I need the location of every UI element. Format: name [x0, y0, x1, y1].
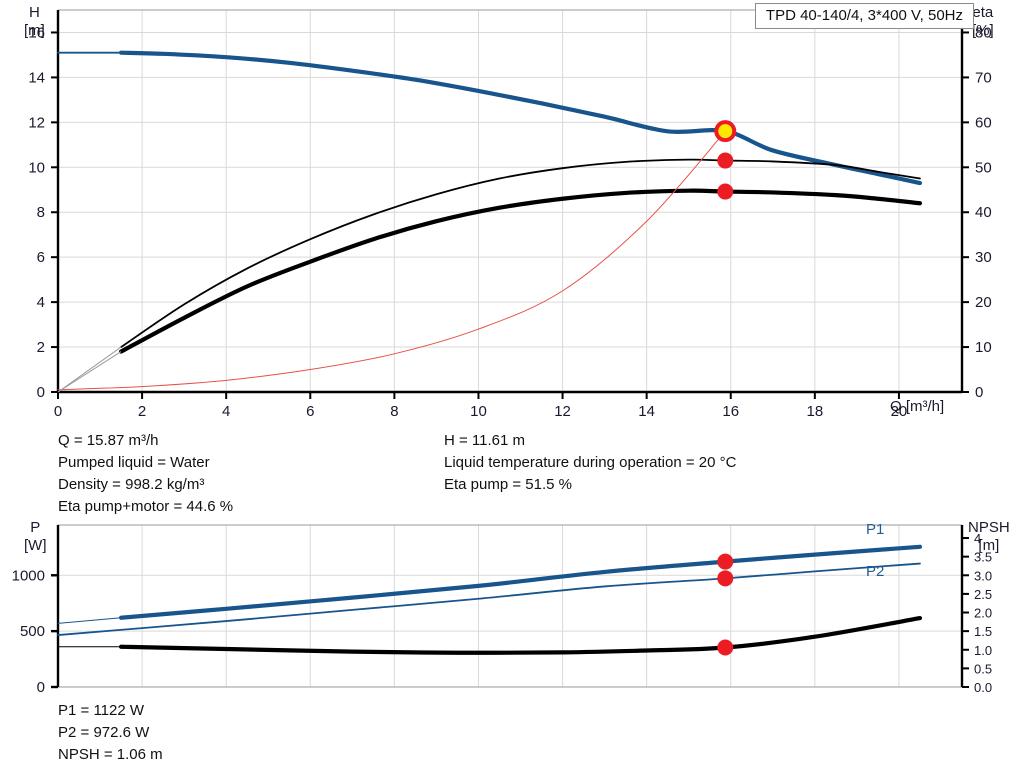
tick-label-flow: 12 [554, 403, 571, 420]
info-line: Density = 998.2 kg/m³ [58, 476, 205, 493]
tick-label-head: 16 [28, 24, 45, 41]
tick-label-npsh: 0.5 [974, 661, 992, 676]
gridlines [57, 10, 962, 393]
tick-label-flow: 18 [806, 403, 823, 420]
tick-label-npsh: 3.0 [974, 568, 992, 583]
tick-label-flow: 0 [54, 403, 62, 420]
p1-curve-label: P1 [866, 521, 885, 538]
tick-label-npsh: 2.0 [974, 606, 992, 621]
tick-label-head: 14 [28, 69, 45, 86]
operating-point-info-right: H = 11.61 m Liquid temperature during ope… [444, 430, 736, 496]
p2-duty-point [717, 570, 734, 587]
eta-motor-origin-extension [57, 351, 122, 393]
power-info-block: P1 = 1122 W P2 = 972.6 W NPSH = 1.06 m [58, 700, 163, 766]
tick-label-flow: 14 [638, 403, 655, 420]
tick-label-eta: 50 [975, 159, 992, 176]
tick-label-npsh: 3.5 [974, 550, 992, 565]
eta-pump-duty-point [717, 152, 734, 169]
flow-axis-title: Q [m³/h] [890, 398, 945, 415]
power-axis-title: P [W] [24, 519, 47, 554]
tick-label-power: 500 [20, 623, 45, 640]
curves [57, 544, 923, 655]
tick-label-eta: 20 [975, 294, 992, 311]
tick-label-eta: 10 [975, 339, 992, 356]
tick-label-head: 4 [37, 294, 45, 311]
tick-label-head: 10 [28, 159, 45, 176]
curve-eta-pump-motor [118, 188, 923, 354]
tick-label-flow: 10 [470, 403, 487, 420]
tick-label-head: 12 [28, 114, 45, 131]
info-line: Liquid temperature during operation = 20… [444, 454, 737, 471]
curve-eta-pump [120, 158, 921, 348]
operating-point-info-left: Q = 15.87 m³/h Pumped liquid = Water Densi… [58, 430, 233, 518]
curves [57, 50, 923, 393]
tick-label-eta: 60 [975, 114, 992, 131]
tick-label-flow: 8 [390, 403, 398, 420]
tick-label-power: 1000 [12, 567, 45, 584]
eta-axis-title: eta [%] [972, 4, 994, 39]
eta-origin-extension [57, 346, 122, 393]
tick-label-head: 2 [37, 339, 45, 356]
info-line: Pumped liquid = Water [58, 454, 210, 471]
tick-label-flow: 6 [306, 403, 314, 420]
plot-frame [56, 524, 964, 688]
tick-label-npsh: 1.0 [974, 643, 992, 658]
curve-p1 [118, 544, 923, 620]
power-npsh-chart: 0 500 1000 0.0 0.5 1.0 1.5 2.0 2.5 3.0 3.5 4 [12, 524, 992, 696]
tick-label-head: 6 [37, 249, 45, 266]
curve-npsh-red-scaled-on-eta-axis- [57, 130, 726, 391]
tick-label-power: 0 [37, 679, 45, 696]
p2-curve-label: P2 [866, 563, 885, 580]
eta-pump-motor-duty-point [717, 183, 734, 200]
npsh-axis-title: NPSH [m] [968, 519, 1010, 554]
info-line: Q = 15.87 m³/h [58, 432, 159, 449]
head-axis-title: H [m] [24, 4, 45, 39]
tick-label-eta: 0 [975, 384, 983, 401]
tick-label-head: 8 [37, 204, 45, 221]
duty-points [714, 120, 737, 200]
plot-frame [56, 9, 964, 394]
pump-model-title: TPD 40-140/4, 3*400 V, 50Hz [754, 3, 974, 29]
tick-marks: 0 2 4 6 8 10 12 14 16 0 10 20 30 40 50 60 70 80 0 2 4 6 8 10 12 1… [28, 24, 991, 420]
head-duty-point [714, 120, 737, 143]
tick-label-flow: 4 [222, 403, 230, 420]
tick-label-head: 0 [37, 384, 45, 401]
tick-label-eta: 40 [975, 204, 992, 221]
curve-p1-extension [57, 617, 122, 624]
info-line: NPSH = 1.06 m [58, 746, 163, 763]
tick-label-npsh: 4 [974, 531, 981, 546]
info-line: P2 = 972.6 W [58, 724, 150, 741]
tick-label-npsh: 2.5 [974, 587, 992, 602]
curve-p2 [57, 562, 921, 636]
info-line: P1 = 1122 W [58, 702, 145, 719]
tick-label-flow: 2 [138, 403, 146, 420]
tick-label-flow: 16 [722, 403, 739, 420]
tick-label-eta: 80 [975, 24, 992, 41]
curve-head-h- [118, 50, 923, 186]
tick-label-eta: 30 [975, 249, 992, 266]
head-eta-chart: 0 2 4 6 8 10 12 14 16 0 10 20 30 40 50 60 70 80 0 2 4 6 8 10 12 1… [28, 9, 992, 420]
tick-label-npsh: 0.0 [974, 680, 992, 695]
info-line: H = 11.61 m [444, 432, 526, 449]
gridlines [57, 525, 962, 688]
info-line: Eta pump+motor = 44.6 % [58, 498, 234, 515]
tick-marks: 0 500 1000 0.0 0.5 1.0 1.5 2.0 2.5 3.0 3.5 4 [12, 531, 992, 696]
p1-duty-point [717, 553, 734, 570]
duty-points [717, 553, 734, 656]
tick-label-eta: 70 [975, 69, 992, 86]
tick-label-flow: 20 [891, 403, 908, 420]
tick-label-npsh: 1.5 [974, 624, 992, 639]
npsh-duty-point [717, 639, 734, 656]
curve-npsh [118, 616, 923, 655]
info-line: Eta pump = 51.5 % [444, 476, 572, 493]
